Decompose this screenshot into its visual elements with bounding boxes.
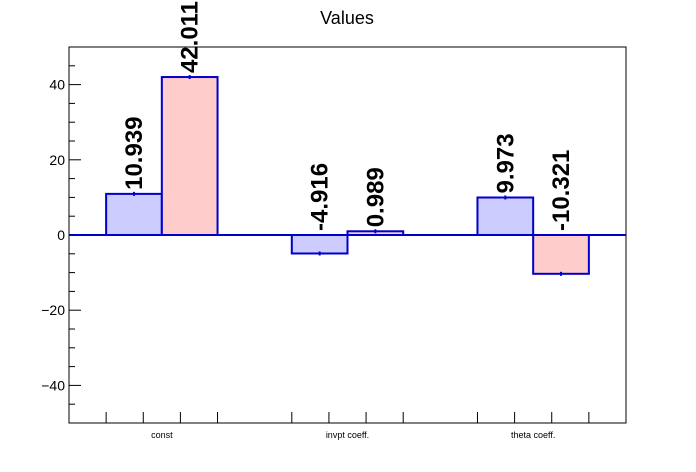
x-tick-label: const: [151, 430, 173, 440]
y-tick-label: 20: [49, 152, 65, 168]
y-tick-label: −40: [41, 377, 65, 393]
chart-title: Values: [320, 8, 374, 28]
x-axis: const invpt coeff. theta coeff.: [105, 412, 590, 440]
bar: [532, 234, 590, 275]
y-axis: −40 −20 0 20 40: [41, 46, 81, 424]
data-label: 10.939: [121, 116, 148, 189]
bar: [105, 192, 163, 236]
y-tick-label: −20: [41, 302, 65, 318]
y-tick-label: 40: [49, 77, 65, 93]
data-label: 0.989: [362, 167, 389, 227]
bar: [476, 196, 535, 237]
bar: [290, 234, 349, 255]
data-label: 9.973: [492, 133, 519, 193]
bar: [160, 76, 219, 237]
data-label: 42.011: [177, 1, 204, 73]
x-tick-label: invpt coeff.: [326, 430, 369, 440]
y-tick-label: 0: [57, 227, 65, 243]
data-labels-group: 10.939 -4.916 9.973 42.011 0.989 -10.321: [121, 1, 575, 231]
x-tick-label: theta coeff.: [511, 430, 555, 440]
data-label: -4.916: [307, 163, 334, 231]
data-label: -10.321: [548, 150, 575, 231]
